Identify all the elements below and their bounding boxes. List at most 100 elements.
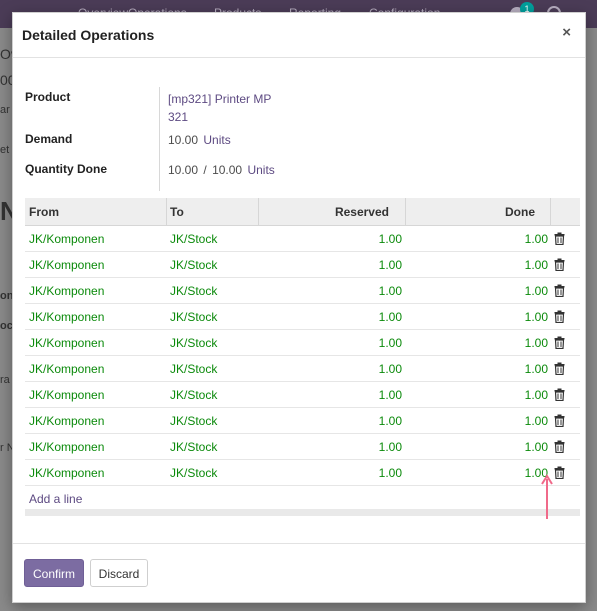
qty-total: 10.00 [212,163,243,177]
discard-button[interactable]: Discard [90,559,148,587]
backdrop-fragment: on [0,290,14,302]
table-row[interactable]: JK/Komponen JK/Stock 1.00 1.00 [25,356,580,382]
row-reserved-qty: 1.00 [378,440,402,454]
demand-quantity: 10.00 [168,133,199,147]
row-from-location[interactable]: JK/Komponen [29,362,105,376]
summary-divider [159,87,160,191]
row-reserved-qty: 1.00 [378,232,402,246]
row-reserved-qty: 1.00 [378,414,402,428]
column-divider [258,198,259,225]
row-from-location[interactable]: JK/Komponen [29,232,105,246]
row-from-location[interactable]: JK/Komponen [29,440,105,454]
qty-separator: / [203,163,207,177]
row-from-location[interactable]: JK/Komponen [29,466,105,480]
table-row[interactable]: JK/Komponen JK/Stock 1.00 1.00 [25,278,580,304]
row-done-qty[interactable]: 1.00 [524,388,548,402]
column-divider [166,198,167,225]
row-to-location[interactable]: JK/Stock [170,336,218,350]
trash-icon[interactable] [554,414,565,427]
table-row[interactable]: JK/Komponen JK/Stock 1.00 1.00 [25,434,580,460]
row-from-location[interactable]: JK/Komponen [29,284,105,298]
row-from-location[interactable]: JK/Komponen [29,414,105,428]
row-to-location[interactable]: JK/Stock [170,284,218,298]
table-header: From To Reserved Done [25,198,580,226]
row-reserved-qty: 1.00 [378,466,402,480]
row-done-qty[interactable]: 1.00 [524,440,548,454]
row-done-qty[interactable]: 1.00 [524,414,548,428]
quantity-done-value: 10.00 / 10.00 Units [168,163,275,177]
quantity-done-label: Quantity Done [25,162,108,176]
row-from-location[interactable]: JK/Komponen [29,388,105,402]
backdrop-fragment: ra [0,374,10,386]
row-to-location[interactable]: JK/Stock [170,440,218,454]
demand-uom: Units [203,133,231,147]
demand-value: 10.00 Units [168,133,231,147]
row-to-location[interactable]: JK/Stock [170,388,218,402]
detailed-operations-dialog: Detailed Operations × Product [mp321] Pr… [12,12,586,603]
close-icon[interactable]: × [562,24,571,41]
row-reserved-qty: 1.00 [378,310,402,324]
column-divider [550,198,551,225]
row-from-location[interactable]: JK/Komponen [29,310,105,324]
row-done-qty[interactable]: 1.00 [524,336,548,350]
row-to-location[interactable]: JK/Stock [170,258,218,272]
trash-icon[interactable] [554,232,565,245]
row-from-location[interactable]: JK/Komponen [29,258,105,272]
row-done-qty[interactable]: 1.00 [524,232,548,246]
product-link-line2[interactable]: 321 [168,110,189,124]
column-header-to[interactable]: To [170,205,184,219]
column-divider [405,198,406,225]
column-header-done[interactable]: Done [505,205,535,219]
move-lines-table: From To Reserved Done JK/Komponen JK/Stoc… [25,198,580,516]
table-body: JK/Komponen JK/Stock 1.00 1.00 JK/Komponen JK… [25,226,580,486]
table-footer [25,509,580,516]
backdrop-fragment: ar [0,104,10,116]
row-to-location[interactable]: JK/Stock [170,362,218,376]
table-row[interactable]: JK/Komponen JK/Stock 1.00 1.00 [25,304,580,330]
column-header-reserved[interactable]: Reserved [334,205,389,219]
trash-icon[interactable] [554,440,565,453]
table-row[interactable]: JK/Komponen JK/Stock 1.00 1.00 [25,408,580,434]
table-row[interactable]: JK/Komponen JK/Stock 1.00 1.00 [25,252,580,278]
confirm-button[interactable]: Confirm [24,559,84,587]
product-value[interactable]: [mp321] Printer MP 321 [168,90,271,126]
row-done-qty[interactable]: 1.00 [524,362,548,376]
trash-icon[interactable] [554,388,565,401]
table-row[interactable]: JK/Komponen JK/Stock 1.00 1.00 [25,226,580,252]
trash-icon[interactable] [554,258,565,271]
table-row[interactable]: JK/Komponen JK/Stock 1.00 1.00 [25,460,580,486]
row-to-location[interactable]: JK/Stock [170,466,218,480]
qty-uom: Units [247,163,275,177]
dialog-footer: Confirm Discard [13,543,585,604]
trash-icon[interactable] [554,466,565,479]
row-to-location[interactable]: JK/Stock [170,310,218,324]
backdrop-fragment: r N [0,442,15,454]
row-done-qty[interactable]: 1.00 [524,310,548,324]
row-to-location[interactable]: JK/Stock [170,232,218,246]
trash-icon[interactable] [554,362,565,375]
demand-label: Demand [25,132,73,146]
product-link-line1[interactable]: [mp321] Printer MP [168,92,272,106]
trash-icon[interactable] [554,284,565,297]
row-done-qty[interactable]: 1.00 [524,284,548,298]
row-reserved-qty: 1.00 [378,284,402,298]
backdrop-fragment: et [0,144,10,156]
column-header-from[interactable]: From [29,205,59,219]
add-a-line-link[interactable]: Add a line [29,492,83,506]
table-row[interactable]: JK/Komponen JK/Stock 1.00 1.00 [25,382,580,408]
trash-icon[interactable] [554,336,565,349]
operation-summary: Product [mp321] Printer MP 321 Demand 10… [25,87,555,191]
backdrop-fragment: 00 [0,72,16,88]
row-to-location[interactable]: JK/Stock [170,414,218,428]
dialog-header: Detailed Operations × [13,13,585,58]
add-line-row: Add a line [25,486,580,509]
row-done-qty[interactable]: 1.00 [524,258,548,272]
row-from-location[interactable]: JK/Komponen [29,336,105,350]
qty-done: 10.00 [168,163,199,177]
row-reserved-qty: 1.00 [378,362,402,376]
backdrop-fragment: oc [0,320,13,332]
table-row[interactable]: JK/Komponen JK/Stock 1.00 1.00 [25,330,580,356]
row-reserved-qty: 1.00 [378,388,402,402]
row-done-qty[interactable]: 1.00 [524,466,548,480]
trash-icon[interactable] [554,310,565,323]
